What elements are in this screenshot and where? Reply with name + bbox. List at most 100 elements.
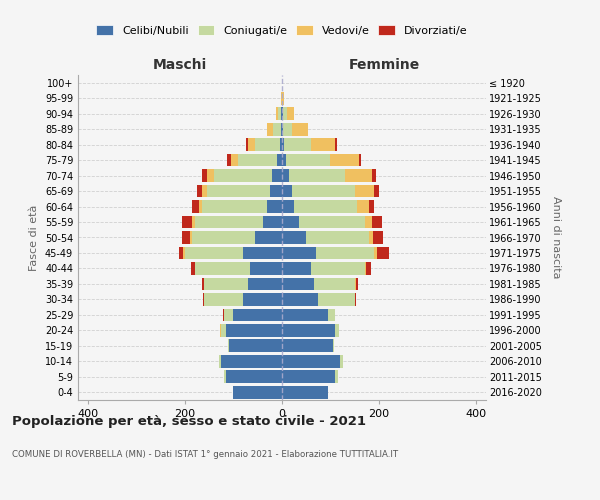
Bar: [202, 169, 207, 182]
Bar: [184, 246, 185, 260]
Bar: [287, 108, 294, 120]
Bar: [340, 355, 343, 368]
Bar: [319, 293, 355, 306]
Bar: [316, 246, 374, 260]
Bar: [311, 138, 335, 151]
Bar: [280, 138, 282, 151]
Bar: [250, 262, 282, 275]
Bar: [370, 231, 373, 244]
Bar: [306, 231, 370, 244]
Bar: [299, 216, 365, 228]
Bar: [345, 169, 372, 182]
Bar: [243, 293, 282, 306]
Bar: [221, 355, 282, 368]
Bar: [355, 278, 356, 290]
Bar: [373, 231, 383, 244]
Bar: [229, 340, 282, 352]
Bar: [227, 340, 229, 352]
Bar: [311, 262, 365, 275]
Bar: [366, 262, 371, 275]
Bar: [182, 231, 190, 244]
Bar: [278, 108, 281, 120]
Text: Femmine: Femmine: [349, 58, 419, 72]
Bar: [192, 231, 255, 244]
Bar: [231, 154, 238, 166]
Bar: [283, 123, 292, 136]
Bar: [197, 184, 202, 198]
Y-axis label: Fasce di età: Fasce di età: [29, 204, 39, 270]
Bar: [355, 293, 356, 306]
Bar: [199, 200, 202, 213]
Bar: [314, 278, 355, 290]
Bar: [204, 278, 248, 290]
Bar: [365, 262, 366, 275]
Bar: [272, 169, 282, 182]
Bar: [282, 340, 333, 352]
Bar: [268, 123, 273, 136]
Bar: [282, 308, 328, 321]
Bar: [335, 324, 340, 336]
Bar: [194, 262, 250, 275]
Bar: [224, 308, 233, 321]
Bar: [357, 200, 370, 213]
Bar: [207, 169, 214, 182]
Bar: [282, 324, 335, 336]
Bar: [329, 154, 359, 166]
Bar: [270, 184, 282, 198]
Bar: [282, 355, 340, 368]
Bar: [284, 138, 311, 151]
Bar: [355, 184, 374, 198]
Bar: [372, 169, 376, 182]
Bar: [190, 231, 192, 244]
Bar: [273, 123, 281, 136]
Bar: [238, 154, 277, 166]
Text: COMUNE DI ROVERBELLA (MN) - Dati ISTAT 1° gennaio 2021 - Elaborazione TUTTITALIA: COMUNE DI ROVERBELLA (MN) - Dati ISTAT 1…: [12, 450, 398, 459]
Bar: [282, 123, 283, 136]
Bar: [335, 138, 337, 151]
Bar: [281, 123, 282, 136]
Bar: [374, 246, 377, 260]
Bar: [282, 216, 299, 228]
Bar: [248, 278, 282, 290]
Bar: [277, 154, 282, 166]
Bar: [202, 184, 207, 198]
Bar: [292, 123, 308, 136]
Bar: [263, 216, 282, 228]
Bar: [219, 355, 221, 368]
Bar: [245, 138, 248, 151]
Bar: [255, 138, 280, 151]
Bar: [282, 231, 306, 244]
Bar: [243, 246, 282, 260]
Bar: [248, 138, 255, 151]
Bar: [335, 370, 338, 383]
Bar: [233, 308, 282, 321]
Bar: [192, 200, 199, 213]
Text: Maschi: Maschi: [153, 58, 207, 72]
Bar: [372, 216, 382, 228]
Bar: [282, 262, 311, 275]
Bar: [221, 324, 226, 336]
Bar: [202, 278, 204, 290]
Text: Popolazione per età, sesso e stato civile - 2021: Popolazione per età, sesso e stato civil…: [12, 415, 366, 428]
Bar: [182, 216, 192, 228]
Bar: [365, 216, 372, 228]
Bar: [377, 246, 389, 260]
Bar: [294, 200, 357, 213]
Bar: [328, 308, 335, 321]
Bar: [281, 108, 282, 120]
Bar: [268, 200, 282, 213]
Bar: [204, 293, 243, 306]
Bar: [282, 169, 289, 182]
Bar: [224, 370, 226, 383]
Legend: Celibi/Nubili, Coniugati/e, Vedovi/e, Divorziati/e: Celibi/Nubili, Coniugati/e, Vedovi/e, Di…: [92, 20, 472, 40]
Bar: [283, 92, 284, 104]
Bar: [356, 278, 358, 290]
Bar: [282, 108, 283, 120]
Bar: [191, 262, 194, 275]
Bar: [194, 216, 263, 228]
Bar: [207, 184, 270, 198]
Bar: [282, 154, 286, 166]
Bar: [289, 169, 345, 182]
Bar: [283, 108, 287, 120]
Bar: [282, 246, 316, 260]
